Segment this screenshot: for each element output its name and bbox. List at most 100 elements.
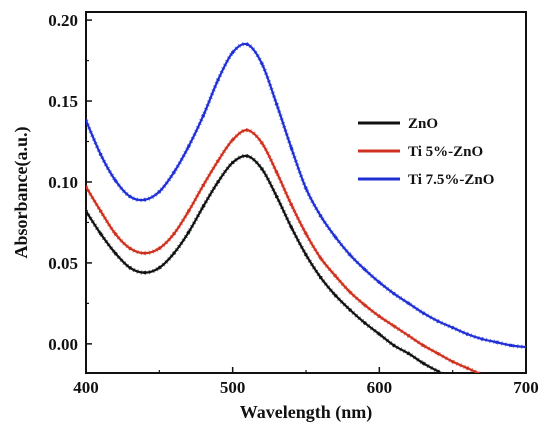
data-point — [392, 343, 396, 348]
series-markers-2 — [86, 41, 526, 350]
data-point — [436, 351, 440, 356]
data-point — [187, 144, 191, 148]
data-point — [421, 311, 425, 315]
series-line-1 — [86, 129, 482, 373]
data-point — [99, 209, 103, 213]
data-point — [231, 50, 235, 55]
data-point — [392, 292, 396, 296]
data-point — [216, 78, 220, 82]
data-point — [113, 178, 117, 182]
data-point — [465, 332, 469, 336]
series-layer — [86, 41, 526, 382]
data-point — [99, 152, 103, 157]
data-point — [480, 337, 484, 341]
data-point — [216, 180, 220, 184]
data-point — [275, 170, 279, 174]
data-point — [201, 114, 205, 118]
data-point — [407, 351, 411, 356]
data-point — [304, 253, 308, 257]
data-point — [333, 235, 337, 239]
data-point — [143, 251, 147, 255]
data-point — [289, 225, 293, 229]
data-point — [86, 209, 88, 213]
data-point — [333, 274, 337, 278]
data-point — [319, 275, 323, 280]
data-point — [260, 141, 264, 145]
data-point — [86, 118, 88, 123]
data-point — [509, 343, 513, 348]
legend-label: Ti 7.5%-ZnO — [408, 172, 494, 188]
data-point — [143, 198, 147, 202]
data-point — [216, 159, 220, 163]
data-point — [157, 190, 161, 194]
data-point — [128, 246, 132, 250]
data-point — [495, 379, 498, 382]
y-tick-label: 0.15 — [48, 92, 78, 111]
data-point — [260, 167, 264, 171]
data-point — [377, 280, 381, 284]
data-point — [289, 146, 293, 150]
data-point — [436, 319, 440, 323]
data-point — [377, 332, 381, 336]
data-point — [377, 314, 381, 318]
data-point — [407, 301, 411, 305]
y-axis: 0.00 0.05 0.10 0.15 0.20 — [48, 11, 92, 354]
data-point — [275, 102, 279, 106]
data-point — [421, 361, 425, 365]
y-axis-title: Absorbance(a.u.) — [11, 126, 32, 258]
x-tick-label: 400 — [73, 378, 99, 397]
data-point — [157, 266, 161, 270]
data-point — [113, 232, 117, 236]
legend: ZnO Ti 5%-ZnO Ti 7.5%-ZnO — [358, 116, 494, 188]
data-point — [304, 232, 308, 236]
data-point — [245, 154, 249, 158]
x-axis: 400 500 600 700 — [73, 367, 539, 397]
data-point — [392, 324, 396, 328]
data-point — [143, 271, 147, 275]
y-tick-label: 0.10 — [48, 173, 78, 192]
legend-label: ZnO — [408, 116, 438, 132]
x-tick-label: 700 — [513, 378, 539, 397]
data-point — [465, 366, 469, 370]
data-point — [495, 340, 499, 344]
data-point — [524, 345, 526, 349]
data-point — [348, 308, 352, 312]
data-point — [187, 209, 191, 213]
data-point — [363, 267, 367, 271]
data-point — [231, 160, 235, 165]
data-point — [260, 62, 264, 66]
data-point — [407, 334, 411, 338]
data-point — [275, 194, 279, 199]
x-tick-label: 500 — [220, 378, 246, 397]
plot-frame — [85, 11, 527, 374]
y-tick-label: 0.00 — [48, 335, 78, 354]
data-point — [319, 256, 323, 260]
data-point — [436, 369, 440, 373]
series-markers-1 — [86, 128, 484, 373]
data-point — [319, 214, 323, 218]
data-point — [289, 203, 293, 207]
data-point — [201, 204, 205, 208]
data-point — [451, 360, 455, 364]
data-point — [348, 253, 352, 257]
data-point — [157, 246, 161, 250]
data-point — [99, 232, 103, 236]
data-point — [363, 321, 367, 325]
data-point — [333, 293, 337, 297]
data-point — [231, 138, 235, 142]
data-point — [187, 230, 191, 234]
data-point — [245, 128, 249, 132]
data-point — [451, 378, 454, 381]
data-point — [113, 251, 117, 255]
series-markers-0 — [86, 153, 446, 373]
data-point — [421, 343, 425, 348]
legend-label: Ti 5%-ZnO — [408, 144, 483, 160]
data-point — [201, 183, 205, 187]
data-point — [86, 185, 88, 189]
data-point — [172, 170, 176, 174]
data-point — [172, 251, 176, 255]
data-point — [245, 42, 249, 46]
x-axis-title: Wavelength (nm) — [240, 402, 373, 423]
data-point — [304, 186, 308, 191]
